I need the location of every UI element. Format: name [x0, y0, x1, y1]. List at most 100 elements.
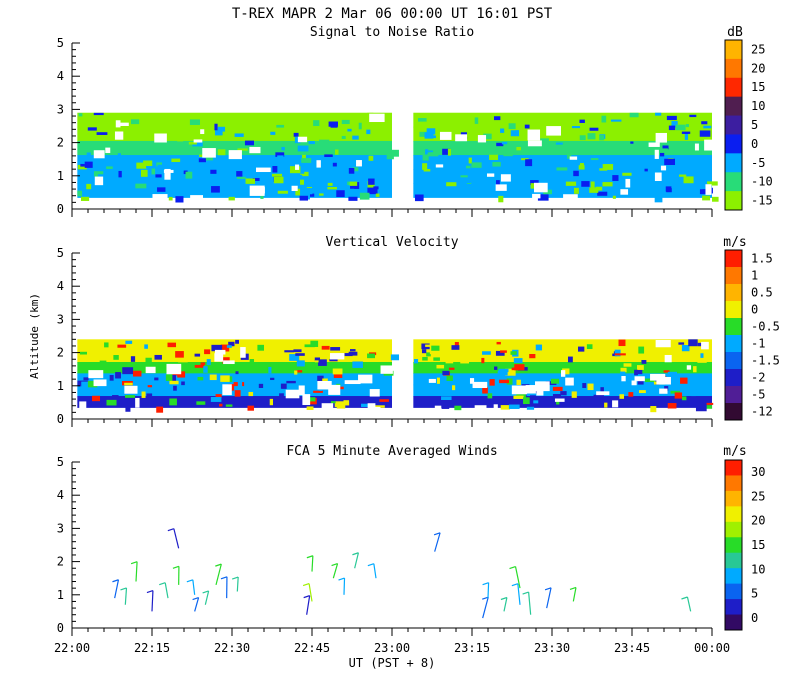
heatmap-cell [589, 127, 599, 131]
heatmap-gap [240, 347, 246, 358]
heatmap-cell [441, 122, 449, 128]
heatmap-cell [644, 168, 648, 172]
wind-barb-flag [511, 583, 519, 587]
heatmap-cell [611, 151, 618, 155]
heatmap-cell [654, 196, 663, 203]
wind-barb-flag [159, 582, 166, 586]
heatmap-cell [140, 169, 148, 177]
heatmap-cell [309, 193, 315, 197]
heatmap-cell [526, 406, 535, 410]
heatmap-cell [189, 119, 200, 125]
colorbar-swatch [725, 77, 742, 98]
heatmap-cell [530, 395, 536, 402]
heatmap-cell [552, 394, 561, 400]
heatmap-cell [700, 353, 704, 358]
heatmap-cell [167, 342, 177, 348]
heatmap-gap [291, 185, 298, 191]
heatmap-cell [286, 380, 296, 384]
heatmap-cell [567, 356, 573, 363]
heatmap-cell [684, 166, 693, 170]
heatmap-cell [154, 377, 159, 381]
heatmap-cell [612, 351, 617, 357]
heatmap-cell [697, 342, 702, 347]
heatmap-cell [106, 166, 113, 169]
heatmap-cell [694, 117, 699, 122]
heatmap-band [413, 396, 712, 408]
heatmap-gap [428, 378, 436, 383]
heatmap-cell [170, 345, 179, 350]
heatmap-cell [590, 158, 599, 161]
heatmap-gap [79, 401, 87, 412]
heatmap-cell [327, 187, 337, 190]
colorbar-label: -5 [751, 388, 765, 402]
colorbar-frame [724, 459, 743, 631]
heatmap-cell [699, 183, 709, 190]
heatmap-gap [214, 353, 224, 362]
wind-barb [194, 597, 200, 612]
heatmap-cell [433, 357, 440, 361]
heatmap-gap [380, 365, 393, 374]
heatmap-cell [334, 149, 339, 155]
wind-barb-flag [192, 596, 199, 601]
colorbar-swatch [725, 460, 742, 476]
heatmap-cell [454, 405, 462, 411]
x-tick-label: 22:45 [294, 641, 330, 655]
heatmap-cell [390, 354, 400, 361]
wind-barb-flag [331, 562, 338, 567]
heatmap-cell [571, 391, 577, 398]
heatmap-cell [414, 194, 424, 202]
heatmap-gap [344, 380, 361, 385]
heatmap-cell [332, 368, 343, 375]
heatmap-cell [579, 163, 585, 170]
heatmap-cell [177, 371, 186, 378]
heatmap-cell [239, 164, 248, 167]
heatmap-cell [567, 154, 572, 159]
heatmap-cell [327, 182, 333, 186]
colorbar-swatch [725, 318, 742, 336]
heatmap-cell [177, 137, 184, 142]
heatmap-cell [666, 115, 677, 121]
heatmap-gap [222, 384, 232, 396]
heatmap-band [77, 396, 392, 408]
heatmap-cell [221, 344, 230, 352]
y-tick-label: 1 [57, 379, 64, 393]
heatmap-cell [237, 381, 243, 389]
heatmap-gap [193, 139, 203, 143]
heatmap-cell [508, 404, 520, 409]
heatmap-gap [328, 384, 341, 395]
heatmap-cell [143, 160, 153, 167]
heatmap-cell [678, 342, 685, 345]
heatmap-cell [295, 370, 303, 373]
wind-barb-flag [544, 587, 552, 591]
heatmap-cell [447, 148, 451, 156]
heatmap-cell [644, 378, 655, 383]
colorbar-label: 15 [751, 80, 765, 94]
heatmap-cell [535, 351, 541, 357]
heatmap-gap [631, 380, 637, 386]
heatmap-gap [367, 403, 376, 411]
heatmap-band [77, 339, 392, 352]
wind-barb-flag [220, 576, 228, 580]
y-tick-label: 4 [57, 69, 64, 83]
wind-barb [135, 561, 138, 582]
heatmap-cell [125, 407, 131, 412]
wind-barb [311, 555, 314, 572]
y-tick-label: 5 [57, 246, 64, 260]
heatmap-cell [176, 163, 185, 169]
heatmap-cell [88, 124, 93, 127]
heatmap-cell [330, 401, 336, 404]
wind-barb-flag [509, 565, 516, 570]
heatmap-gap [596, 391, 610, 396]
heatmap-cell [380, 172, 390, 176]
heatmap-cell [217, 126, 226, 132]
x-tick-label: 22:30 [214, 641, 250, 655]
heatmap-cell [338, 365, 344, 368]
colorbar-label: 0 [751, 137, 758, 151]
heatmap-cell [154, 354, 162, 360]
heatmap-cell [662, 145, 669, 150]
heatmap-cell [460, 177, 471, 184]
colorbar-swatch [725, 386, 742, 404]
heatmap-cell [495, 396, 500, 400]
heatmap-cell [565, 181, 577, 186]
heatmap-cell [206, 359, 211, 366]
